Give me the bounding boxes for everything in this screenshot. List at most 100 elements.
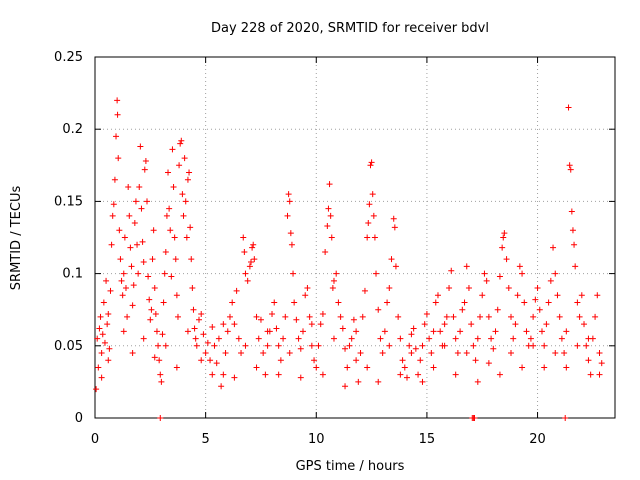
data-point xyxy=(224,328,231,335)
data-point xyxy=(98,374,105,381)
data-point xyxy=(99,331,106,338)
data-point xyxy=(377,335,384,342)
data-point xyxy=(390,215,397,222)
data-point xyxy=(583,342,590,349)
data-point xyxy=(222,350,229,357)
data-point xyxy=(465,285,472,292)
data-point xyxy=(110,201,117,208)
data-point xyxy=(104,321,111,328)
data-point xyxy=(146,296,153,303)
data-point xyxy=(231,321,238,328)
data-point xyxy=(353,357,360,364)
data-point xyxy=(563,364,570,371)
data-point xyxy=(250,241,257,248)
data-point xyxy=(120,328,127,335)
data-point xyxy=(241,248,248,255)
y-tick-label: 0.2 xyxy=(62,122,83,137)
data-point xyxy=(115,155,122,162)
data-point xyxy=(567,166,574,173)
data-point xyxy=(392,263,399,270)
data-point xyxy=(556,313,563,320)
data-point xyxy=(156,357,163,364)
data-point xyxy=(107,287,114,294)
data-point xyxy=(233,287,240,294)
data-point xyxy=(379,350,386,357)
data-point xyxy=(198,357,205,364)
data-point xyxy=(94,335,101,342)
data-point xyxy=(574,342,581,349)
data-point xyxy=(369,191,376,198)
data-point xyxy=(152,311,159,318)
data-point xyxy=(554,292,561,299)
data-point xyxy=(536,306,543,313)
data-point xyxy=(249,244,256,251)
data-point xyxy=(173,364,180,371)
data-point xyxy=(101,339,108,346)
data-point xyxy=(145,273,152,280)
data-point xyxy=(326,181,333,188)
data-point xyxy=(477,313,484,320)
data-point xyxy=(286,350,293,357)
data-point xyxy=(329,285,336,292)
chart-title: Day 228 of 2020, SRMTID for receiver bdv… xyxy=(211,21,489,36)
data-point xyxy=(128,263,135,270)
data-point xyxy=(490,345,497,352)
data-point xyxy=(135,270,142,277)
data-point xyxy=(137,143,144,150)
data-point xyxy=(371,234,378,241)
data-point xyxy=(188,256,195,263)
data-point xyxy=(408,350,415,357)
x-tick-label: 20 xyxy=(529,432,546,447)
data-point xyxy=(198,311,205,318)
data-point xyxy=(417,357,424,364)
data-point xyxy=(483,277,490,284)
data-point xyxy=(275,371,282,378)
data-point xyxy=(386,285,393,292)
data-point xyxy=(571,241,578,248)
data-point xyxy=(105,357,112,364)
data-point xyxy=(262,371,269,378)
data-point xyxy=(452,335,459,342)
data-point xyxy=(485,360,492,367)
data-point xyxy=(585,335,592,342)
data-point xyxy=(361,287,368,294)
data-point xyxy=(191,325,198,332)
data-point xyxy=(568,208,575,215)
data-point xyxy=(190,306,197,313)
data-point xyxy=(496,273,503,280)
data-point xyxy=(277,357,284,364)
data-point xyxy=(412,345,419,352)
data-point xyxy=(177,140,184,147)
data-point xyxy=(304,285,311,292)
data-point xyxy=(120,270,127,277)
data-point xyxy=(521,299,528,306)
data-point xyxy=(581,321,588,328)
data-point xyxy=(122,285,129,292)
data-point xyxy=(322,248,329,255)
data-point xyxy=(344,364,351,371)
data-point xyxy=(246,263,253,270)
data-point xyxy=(503,256,510,263)
data-point xyxy=(505,285,512,292)
data-point xyxy=(441,342,448,349)
data-point xyxy=(346,342,353,349)
data-point xyxy=(335,299,342,306)
data-point xyxy=(461,299,468,306)
data-points xyxy=(93,97,605,421)
data-point xyxy=(202,350,209,357)
data-point xyxy=(166,205,173,212)
data-point xyxy=(111,176,118,183)
data-point xyxy=(108,241,115,248)
data-point xyxy=(365,220,372,227)
data-point xyxy=(264,328,271,335)
data-point xyxy=(174,313,181,320)
data-point xyxy=(327,212,334,219)
data-point xyxy=(168,273,175,280)
data-point xyxy=(238,350,245,357)
data-point xyxy=(499,244,506,251)
data-point xyxy=(337,313,344,320)
data-point xyxy=(391,224,398,231)
data-point xyxy=(423,311,430,318)
data-point xyxy=(149,256,156,263)
data-point xyxy=(373,270,380,277)
